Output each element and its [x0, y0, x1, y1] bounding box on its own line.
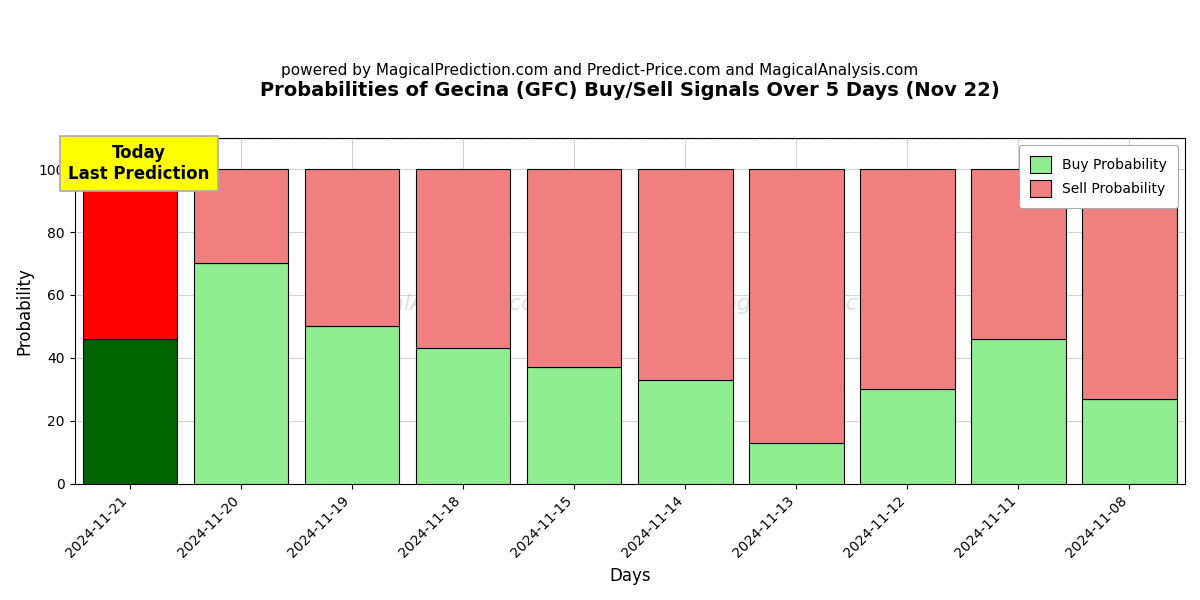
Bar [194, 169, 288, 263]
Bar [194, 263, 288, 484]
X-axis label: Days: Days [610, 567, 650, 585]
Y-axis label: Probability: Probability [16, 267, 34, 355]
Bar [1082, 169, 1177, 399]
Bar [416, 349, 510, 484]
Text: MagicalPrediction.com: MagicalPrediction.com [704, 294, 955, 314]
Bar [83, 169, 178, 339]
Bar [971, 169, 1066, 339]
Bar [860, 169, 955, 389]
Bar [971, 339, 1066, 484]
Bar [1082, 399, 1177, 484]
Title: Probabilities of Gecina (GFC) Buy/Sell Signals Over 5 Days (Nov 22): Probabilities of Gecina (GFC) Buy/Sell S… [260, 81, 1000, 100]
Bar [527, 367, 622, 484]
Bar [416, 169, 510, 349]
Bar [638, 380, 732, 484]
Text: MagicalAnalysis.com: MagicalAnalysis.com [325, 294, 557, 314]
Bar [305, 169, 400, 326]
Bar [860, 389, 955, 484]
Bar [749, 169, 844, 443]
Legend: Buy Probability, Sell Probability: Buy Probability, Sell Probability [1019, 145, 1178, 208]
Bar [638, 169, 732, 380]
Bar [305, 326, 400, 484]
Bar [527, 169, 622, 367]
Text: powered by MagicalPrediction.com and Predict-Price.com and MagicalAnalysis.com: powered by MagicalPrediction.com and Pre… [281, 63, 919, 78]
Bar [749, 443, 844, 484]
Text: Today
Last Prediction: Today Last Prediction [68, 144, 210, 183]
Bar [83, 339, 178, 484]
